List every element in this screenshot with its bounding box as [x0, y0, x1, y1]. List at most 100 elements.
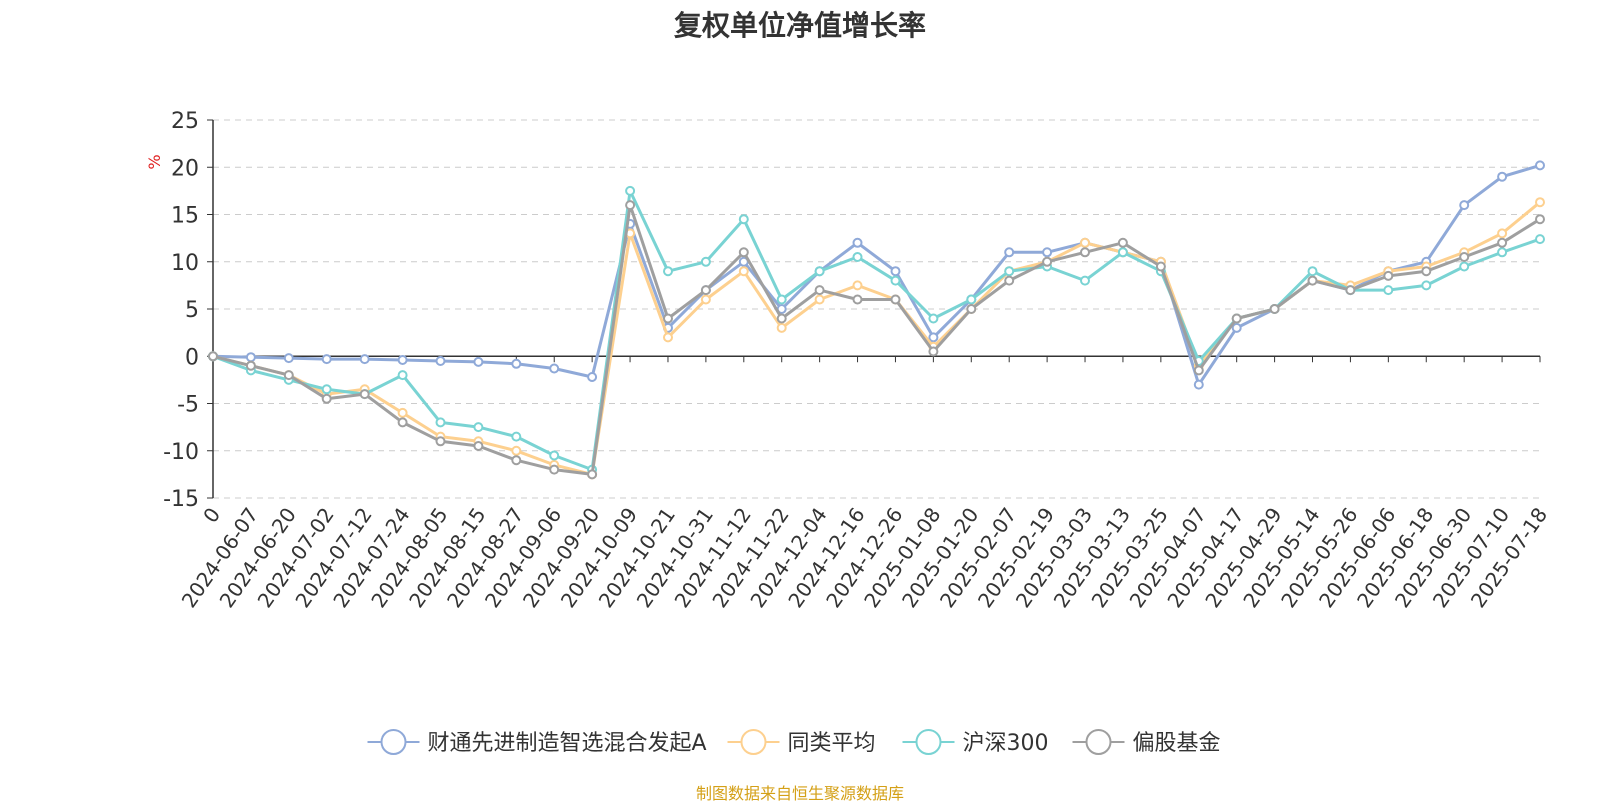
data-point: [321, 393, 332, 404]
data-source-note: 制图数据来自恒生聚源数据库: [695, 784, 904, 803]
data-point: [1535, 160, 1545, 171]
data-point: [1345, 285, 1356, 296]
data-point: [1193, 379, 1204, 390]
data-point: [1155, 261, 1166, 272]
legend-item[interactable]: 同类平均: [727, 729, 876, 756]
y-tick-label: 0: [185, 345, 199, 370]
x-tick-label: 0: [198, 503, 225, 527]
data-point: [1004, 266, 1015, 277]
series-line: [212, 163, 1541, 387]
y-tick-label: 25: [171, 109, 199, 134]
data-point: [966, 294, 977, 305]
data-point: [852, 294, 863, 305]
legend-label: 同类平均: [788, 731, 876, 756]
data-point: [928, 346, 939, 357]
data-point: [1497, 171, 1508, 182]
data-point: [1497, 247, 1508, 258]
data-point: [1459, 252, 1470, 262]
data-point: [814, 285, 825, 296]
data-point: [1269, 304, 1280, 314]
data-point: [663, 332, 673, 343]
data-point: [890, 266, 901, 277]
data-point: [397, 407, 408, 418]
legend-item[interactable]: 沪深300: [902, 729, 1049, 756]
data-point: [852, 252, 863, 262]
data-point: [1117, 237, 1128, 248]
y-tick-label: 15: [171, 204, 199, 229]
data-point: [511, 455, 522, 466]
data-point: [511, 445, 522, 456]
data-point: [1231, 322, 1242, 333]
data-point: [549, 363, 560, 374]
data-point: [1459, 261, 1470, 272]
data-point: [1421, 266, 1432, 277]
data-point: [776, 322, 787, 333]
series-layer: [208, 160, 1545, 480]
data-point: [321, 354, 332, 365]
data-point: [776, 313, 787, 324]
data-point: [511, 431, 522, 442]
data-point: [473, 356, 484, 367]
data-point: [814, 294, 825, 305]
data-point: [1004, 275, 1015, 286]
legend[interactable]: 财通先进制造智选混合发起A 同类平均 沪深300 偏股基金: [367, 729, 1221, 756]
data-point: [625, 200, 636, 211]
data-point: [1080, 275, 1090, 286]
data-point: [587, 469, 598, 480]
data-point: [283, 370, 294, 381]
series-2: [208, 197, 1545, 480]
legend-marker: [1085, 729, 1112, 755]
data-point: [1421, 280, 1432, 291]
data-point: [1383, 285, 1394, 296]
data-point: [1117, 247, 1128, 258]
data-point: [738, 214, 749, 225]
data-point: [776, 294, 787, 305]
data-point: [852, 280, 863, 291]
data-point: [397, 417, 408, 428]
data-point: [738, 266, 749, 277]
data-point: [245, 360, 256, 371]
y-tick-label: -10: [163, 440, 199, 465]
data-point: [283, 353, 294, 364]
data-point: [890, 294, 901, 305]
legend-label: 财通先进制造智选混合发起A: [428, 731, 707, 756]
data-point: [435, 417, 446, 428]
data-point: [1231, 313, 1242, 324]
y-tick-label: 20: [171, 156, 199, 181]
data-point: [852, 237, 863, 248]
series-line: [212, 189, 1541, 472]
data-point: [1004, 247, 1015, 258]
data-point: [966, 304, 977, 314]
data-point: [1535, 234, 1545, 245]
legend-label: 沪深300: [963, 731, 1049, 756]
data-point: [511, 358, 522, 369]
data-point: [359, 389, 370, 400]
data-point: [625, 185, 636, 196]
data-point: [245, 352, 256, 363]
chart-title: 复权单位净值增长率: [673, 9, 926, 42]
data-point: [473, 441, 484, 451]
y-axis-unit: %: [145, 154, 164, 169]
data-point: [1080, 237, 1090, 248]
data-point: [1080, 247, 1090, 258]
data-point: [549, 450, 560, 461]
data-point: [397, 355, 408, 365]
series-4: [208, 200, 1545, 480]
data-point: [1497, 237, 1508, 248]
legend-item[interactable]: 偏股基金: [1072, 729, 1221, 756]
data-point: [208, 351, 218, 362]
data-point: [928, 332, 939, 343]
series-line: [212, 201, 1541, 476]
data-point: [359, 354, 370, 365]
data-point: [321, 384, 332, 395]
data-point: [890, 275, 901, 286]
data-point: [1497, 228, 1508, 239]
legend-item[interactable]: 财通先进制造智选混合发起A: [367, 729, 707, 756]
y-tick-label: -5: [177, 393, 199, 418]
data-point: [700, 256, 711, 267]
data-point: [397, 370, 408, 381]
series-line: [212, 203, 1541, 476]
data-point: [814, 266, 825, 277]
legend-label: 偏股基金: [1133, 731, 1221, 756]
